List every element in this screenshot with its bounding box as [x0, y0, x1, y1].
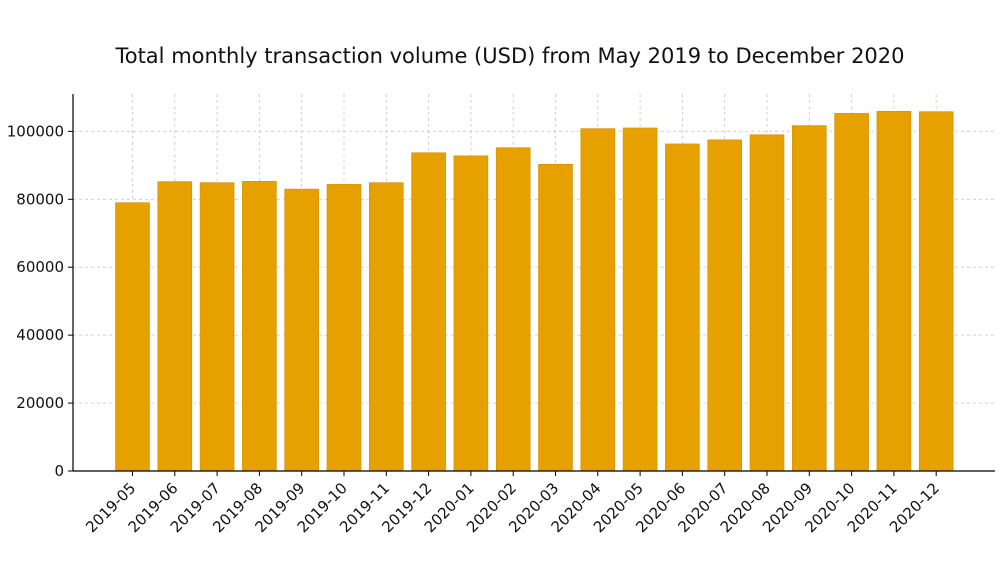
bar-2020-06 — [665, 143, 700, 472]
y-tick-label: 0 — [54, 462, 64, 480]
bar-2020-05 — [622, 127, 658, 472]
bar-2020-11 — [876, 111, 912, 472]
bar-2020-12 — [918, 111, 954, 472]
bars — [115, 111, 954, 472]
bar-2019-09 — [284, 188, 320, 472]
bar-2020-03 — [538, 164, 573, 472]
bar-2020-01 — [453, 155, 489, 472]
bar-2019-07 — [199, 182, 235, 472]
bar-2020-09 — [791, 125, 827, 472]
x-tick-labels: 2019-052019-062019-072019-082019-092019-… — [82, 479, 943, 536]
bar-2019-08 — [242, 180, 277, 472]
bar-2020-04 — [580, 128, 616, 472]
chart-title: Total monthly transaction volume (USD) f… — [115, 44, 905, 68]
y-tick-labels: 0 20000 40000 60000 80000 100000 — [7, 122, 64, 480]
bar-2019-05 — [115, 202, 150, 472]
y-tick-label: 40000 — [16, 326, 64, 344]
bar-2020-02 — [495, 147, 531, 472]
y-tick-label: 100000 — [7, 122, 64, 140]
bar-2019-12 — [411, 152, 446, 472]
bar-2020-07 — [707, 139, 743, 472]
bar-2020-08 — [749, 134, 785, 472]
y-tick-label: 20000 — [16, 394, 64, 412]
bar-2019-06 — [157, 181, 193, 472]
y-tick-label: 60000 — [16, 258, 64, 276]
axes — [68, 94, 995, 476]
bar-2019-10 — [326, 184, 362, 472]
bar-2019-11 — [368, 182, 404, 472]
y-tick-label: 80000 — [16, 190, 64, 208]
bar-2020-10 — [834, 113, 869, 472]
